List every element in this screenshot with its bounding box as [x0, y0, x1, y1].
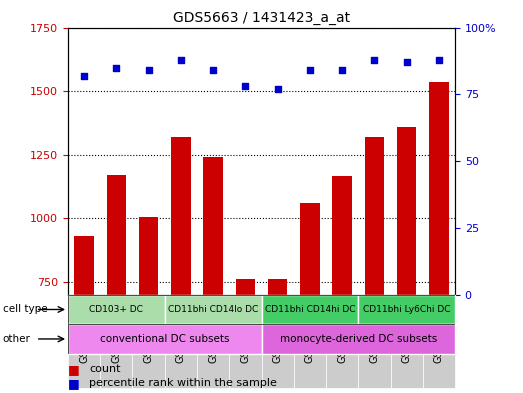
- Bar: [68, 324, 262, 354]
- Bar: [333, 176, 352, 393]
- Bar: [197, 295, 229, 388]
- Text: CD103+ DC: CD103+ DC: [89, 305, 143, 314]
- Point: [403, 59, 411, 65]
- Bar: [100, 295, 132, 388]
- Bar: [294, 295, 326, 388]
- Bar: [262, 324, 455, 354]
- Bar: [107, 175, 126, 393]
- Bar: [300, 203, 320, 393]
- Bar: [203, 157, 223, 393]
- Bar: [397, 127, 416, 393]
- Bar: [171, 137, 190, 393]
- Bar: [139, 217, 158, 393]
- Text: other: other: [3, 334, 30, 344]
- Bar: [68, 295, 100, 388]
- Text: cell type: cell type: [3, 305, 47, 314]
- Text: monocyte-derived DC subsets: monocyte-derived DC subsets: [280, 334, 437, 344]
- Bar: [268, 279, 287, 393]
- Point: [274, 86, 282, 92]
- Bar: [429, 82, 449, 393]
- Bar: [229, 295, 262, 388]
- Bar: [132, 295, 165, 388]
- Point: [112, 64, 120, 71]
- Point: [338, 67, 346, 73]
- Text: CD11bhi CD14hi DC: CD11bhi CD14hi DC: [265, 305, 355, 314]
- Point: [209, 67, 218, 73]
- Text: CD11bhi CD14lo DC: CD11bhi CD14lo DC: [168, 305, 258, 314]
- Bar: [423, 295, 455, 388]
- Bar: [165, 295, 197, 388]
- Bar: [358, 295, 391, 388]
- Point: [241, 83, 249, 90]
- Point: [305, 67, 314, 73]
- Bar: [68, 295, 165, 324]
- Text: count: count: [89, 364, 120, 375]
- Text: ■: ■: [68, 363, 79, 376]
- Point: [80, 72, 88, 79]
- Bar: [326, 295, 358, 388]
- Text: conventional DC subsets: conventional DC subsets: [100, 334, 230, 344]
- Bar: [262, 295, 358, 324]
- Bar: [391, 295, 423, 388]
- Point: [177, 57, 185, 63]
- Bar: [262, 295, 294, 388]
- Text: ■: ■: [68, 376, 79, 390]
- Point: [144, 67, 153, 73]
- Title: GDS5663 / 1431423_a_at: GDS5663 / 1431423_a_at: [173, 11, 350, 25]
- Point: [435, 57, 443, 63]
- Point: [370, 57, 379, 63]
- Bar: [365, 137, 384, 393]
- Bar: [358, 295, 455, 324]
- Bar: [165, 295, 262, 324]
- Text: percentile rank within the sample: percentile rank within the sample: [89, 378, 277, 388]
- Text: CD11bhi Ly6Chi DC: CD11bhi Ly6Chi DC: [363, 305, 450, 314]
- Bar: [236, 279, 255, 393]
- Bar: [74, 236, 94, 393]
